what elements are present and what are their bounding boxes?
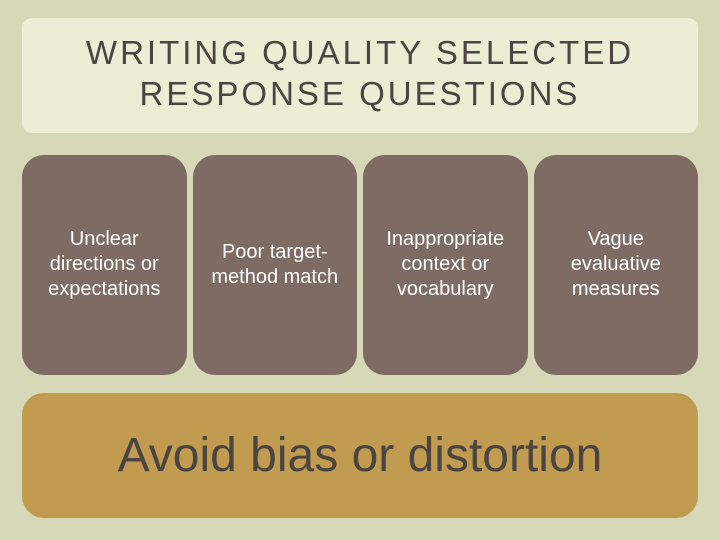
- card-3: Inappropriate context or vocabulary: [363, 155, 528, 375]
- cards-row: Unclear directions or expectations Poor …: [22, 155, 698, 375]
- bottom-text: Avoid bias or distortion: [118, 428, 603, 483]
- bottom-band: Avoid bias or distortion: [22, 393, 698, 519]
- slide-title: WRITING QUALITY SELECTED RESPONSE QUESTI…: [86, 34, 634, 112]
- card-1-text: Unclear directions or expectations: [32, 227, 177, 302]
- card-2-text: Poor target-method match: [203, 240, 348, 290]
- card-4-text: Vague evaluative measures: [544, 227, 689, 302]
- card-3-text: Inappropriate context or vocabulary: [373, 227, 518, 302]
- card-1: Unclear directions or expectations: [22, 155, 187, 375]
- title-band: WRITING QUALITY SELECTED RESPONSE QUESTI…: [22, 18, 698, 133]
- card-4: Vague evaluative measures: [534, 155, 699, 375]
- slide: WRITING QUALITY SELECTED RESPONSE QUESTI…: [0, 0, 720, 540]
- card-2: Poor target-method match: [193, 155, 358, 375]
